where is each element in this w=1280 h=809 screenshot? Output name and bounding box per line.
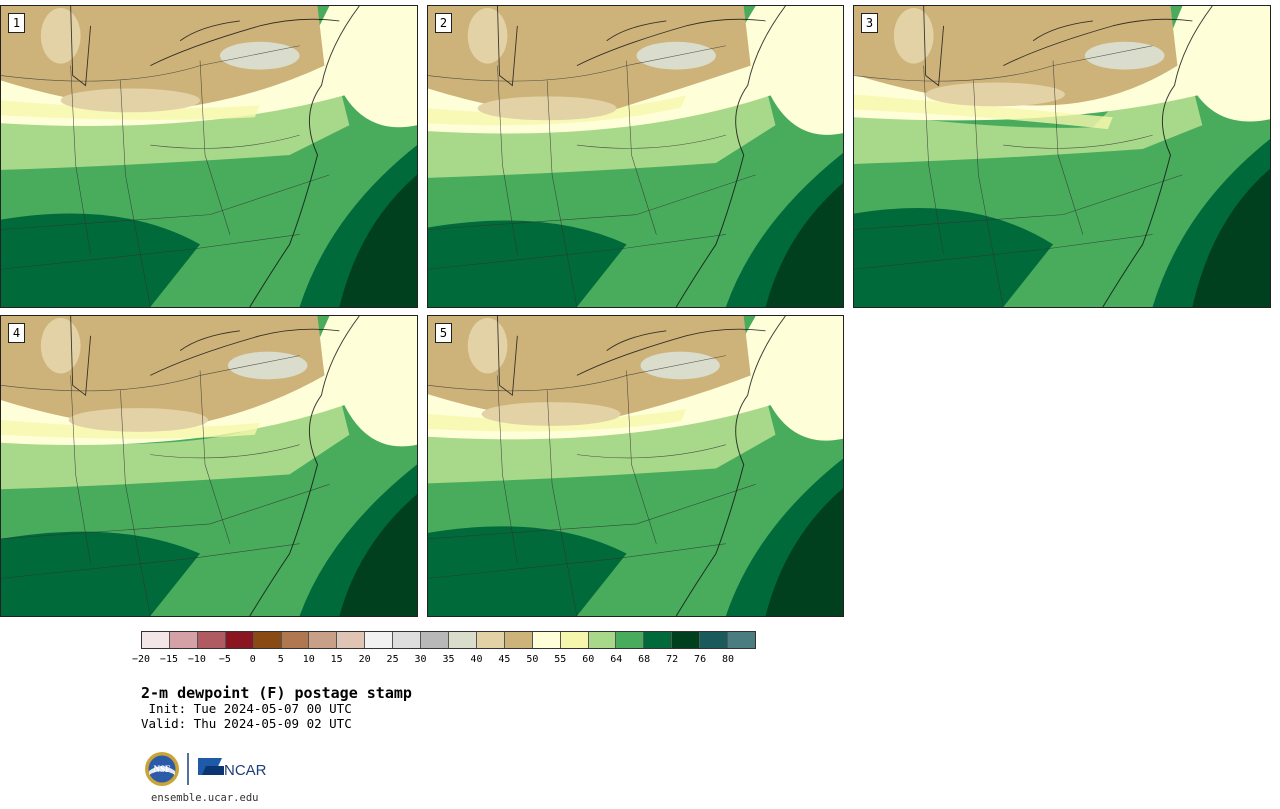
- website-url: ensemble.ucar.edu: [151, 792, 259, 804]
- dewpoint-map-5: [428, 316, 843, 616]
- colorbar-swatch: [337, 632, 366, 648]
- colorbar-tick-label: 10: [302, 654, 315, 665]
- colorbar-tick-label: 50: [526, 654, 539, 665]
- init-time: Init: Tue 2024-05-07 00 UTC: [141, 701, 352, 716]
- colorbar-swatch: [476, 632, 505, 648]
- postage-stamp-panel-5: 5: [427, 315, 844, 617]
- colorbar-swatch: [309, 632, 338, 648]
- dewpoint-map-4: [1, 316, 417, 616]
- colorbar-swatch: [588, 632, 617, 648]
- colorbar-tick-label: 68: [638, 654, 651, 665]
- colorbar-swatch: [281, 632, 310, 648]
- colorbar-tick-label: 80: [722, 654, 735, 665]
- colorbar-swatch: [197, 632, 226, 648]
- sponsor-logos: NSF NCAR: [145, 752, 267, 786]
- colorbar-tick-label: 45: [498, 654, 511, 665]
- colorbar-tick-label: 15: [330, 654, 343, 665]
- dewpoint-map-2: [428, 6, 843, 307]
- colorbar-tick-label: 20: [358, 654, 371, 665]
- nsf-logo-text: NSF: [153, 764, 171, 774]
- colorbar-swatch: [504, 632, 533, 648]
- colorbar-swatch: [365, 632, 394, 648]
- ncar-logo-text: NCAR: [224, 762, 267, 779]
- colorbar-tick-label: −15: [159, 654, 178, 665]
- colorbar-tick-label: 60: [582, 654, 595, 665]
- colorbar-swatch: [728, 632, 755, 648]
- colorbar-swatch: [169, 632, 198, 648]
- colorbar-swatch: [560, 632, 589, 648]
- colorbar-swatch: [393, 632, 422, 648]
- colorbar-swatch: [616, 632, 645, 648]
- colorbar-tick-label: 30: [414, 654, 427, 665]
- postage-stamp-panel-2: 2: [427, 5, 844, 308]
- ncar-logo: NCAR: [198, 758, 267, 779]
- postage-stamp-panel-4: 4: [0, 315, 418, 617]
- dewpoint-map-1: [1, 6, 417, 307]
- member-label-5: 5: [435, 323, 452, 343]
- colorbar: [141, 631, 756, 649]
- figure-title: 2-m dewpoint (F) postage stamp: [141, 684, 412, 702]
- colorbar-tick-label: −20: [131, 654, 151, 665]
- colorbar-tick-label: −5: [218, 654, 231, 665]
- colorbar-tick-label: −10: [187, 654, 206, 665]
- state-boundaries: [428, 316, 786, 616]
- colorbar-swatch: [644, 632, 673, 648]
- colorbar-tick-label: 5: [277, 654, 284, 665]
- member-label-1: 1: [8, 13, 25, 33]
- postage-stamp-panel-1: 1: [0, 5, 418, 308]
- colorbar-swatch: [253, 632, 282, 648]
- nsf-logo: NSF: [145, 752, 179, 786]
- colorbar-tick-label: 76: [694, 654, 707, 665]
- colorbar-swatch: [421, 632, 449, 648]
- state-boundaries: [428, 6, 786, 307]
- valid-time: Valid: Thu 2024-05-09 02 UTC: [141, 716, 352, 731]
- colorbar-tick-label: 35: [442, 654, 455, 665]
- postage-stamp-panel-3: 3: [853, 5, 1271, 308]
- member-label-4: 4: [8, 323, 25, 343]
- colorbar-tick-label: 0: [249, 654, 256, 665]
- colorbar-tick-label: 40: [470, 654, 483, 665]
- colorbar-swatch: [225, 632, 254, 648]
- colorbar-swatch: [672, 632, 701, 648]
- member-label-2: 2: [435, 13, 452, 33]
- state-boundaries: [1, 6, 360, 307]
- colorbar-tick-label: 64: [610, 654, 623, 665]
- colorbar-tick-label: 72: [666, 654, 679, 665]
- state-boundaries: [1, 316, 360, 616]
- colorbar-swatch: [532, 632, 561, 648]
- dewpoint-map-3: [854, 6, 1270, 307]
- member-label-3: 3: [861, 13, 878, 33]
- colorbar-tick-label: 25: [386, 654, 399, 665]
- colorbar-swatch: [448, 632, 477, 648]
- colorbar-tick-label: 55: [554, 654, 567, 665]
- state-boundaries: [854, 6, 1213, 307]
- colorbar-swatch: [700, 632, 729, 648]
- colorbar-swatch: [142, 632, 170, 648]
